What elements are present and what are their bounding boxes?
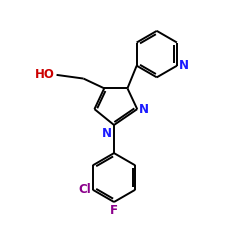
- Text: F: F: [110, 204, 118, 218]
- Text: HO: HO: [35, 68, 54, 82]
- Text: N: N: [178, 59, 188, 72]
- Text: N: N: [102, 127, 112, 140]
- Text: N: N: [139, 102, 149, 116]
- Text: Cl: Cl: [78, 183, 91, 196]
